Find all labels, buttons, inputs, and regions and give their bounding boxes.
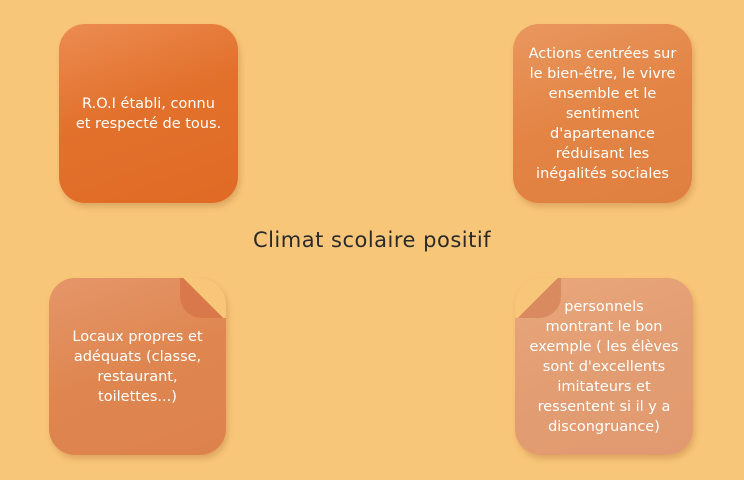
box-top-left: R.O.I établi, connu et respecté de tous.: [59, 24, 238, 203]
box-bottom-right: personnels montrant le bon exemple ( les…: [515, 278, 693, 455]
diagram-title: Climat scolaire positif: [252, 228, 492, 252]
box-top-right-text: Actions centrées sur le bien-être, le vi…: [528, 45, 677, 182]
box-bottom-left-text: Locaux propres et adéquats (classe, rest…: [72, 328, 203, 405]
box-bottom-right-text: personnels montrant le bon exemple ( les…: [529, 298, 679, 435]
box-bottom-left: Locaux propres et adéquats (classe, rest…: [49, 278, 226, 455]
folded-corner: [515, 278, 561, 318]
box-top-right: Actions centrées sur le bien-être, le vi…: [513, 24, 692, 203]
box-top-left-text: R.O.I établi, connu et respecté de tous.: [75, 95, 222, 132]
folded-corner: [180, 278, 226, 318]
